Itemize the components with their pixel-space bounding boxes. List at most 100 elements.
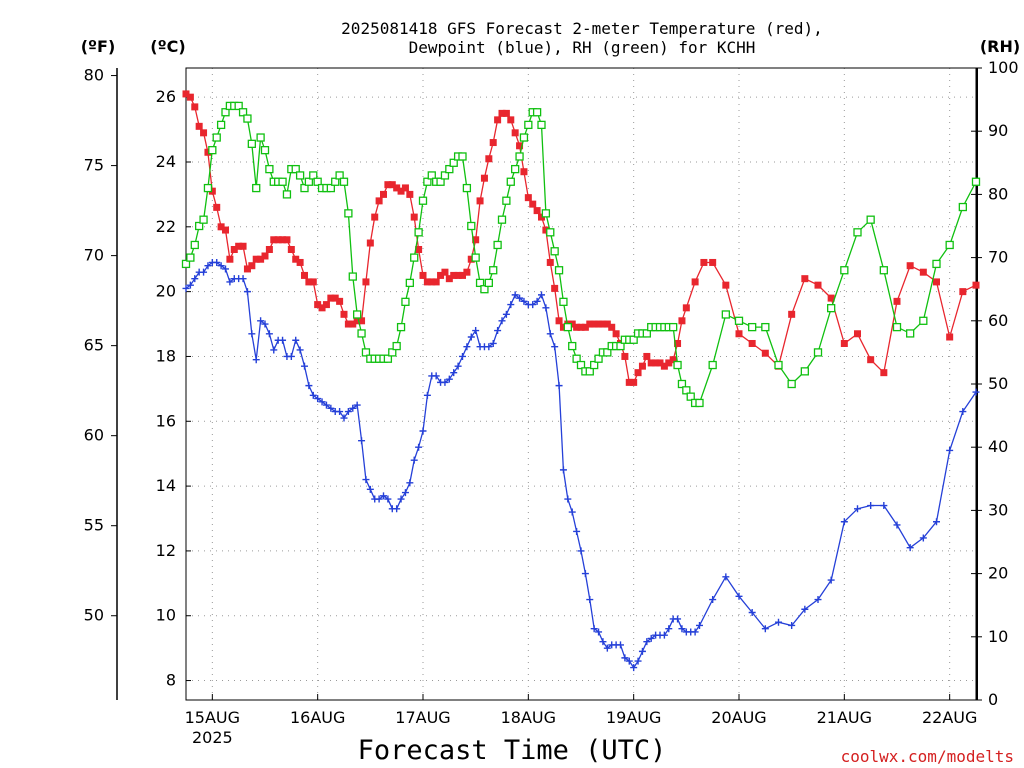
temperature-point <box>959 288 967 296</box>
temperature-point <box>423 278 431 286</box>
dewpoint-point <box>516 294 524 302</box>
rh-point <box>761 322 770 332</box>
dewpoint-point <box>200 268 208 276</box>
temperature-point <box>239 242 247 250</box>
dewpoint-point <box>309 391 317 399</box>
temperature-point <box>283 236 291 244</box>
dewpoint-point <box>322 401 330 409</box>
temperature-point <box>261 252 269 260</box>
dewpoint-point <box>252 356 260 364</box>
rh-point <box>554 266 564 275</box>
series-line-rh <box>185 105 977 404</box>
temperature-point <box>204 148 212 156</box>
unit-label-f: (ºF) <box>81 37 116 56</box>
dewpoint-point <box>933 518 940 526</box>
rh-point <box>475 278 485 288</box>
dewpoint-point <box>678 625 686 633</box>
temperature-point <box>489 139 497 147</box>
temperature-point <box>559 323 567 331</box>
temperature-point <box>445 275 453 283</box>
series-dewpoint <box>182 258 980 672</box>
rh-point <box>519 133 529 142</box>
temperature-point <box>327 294 335 302</box>
temperature-point <box>603 320 611 328</box>
series-line-temperature <box>185 93 977 384</box>
dewpoint-point <box>647 634 655 642</box>
rh-point <box>866 215 875 224</box>
dewpoint-point <box>507 301 515 309</box>
dewpoint-point <box>529 301 537 309</box>
dewpoint-point <box>801 605 809 613</box>
rh-tick-label: 100 <box>988 58 1019 77</box>
celsius-tick-label: 14 <box>156 476 176 495</box>
celsius-tick-label: 24 <box>156 152 176 171</box>
dewpoint-point <box>551 343 559 351</box>
temperature-point <box>919 268 927 276</box>
rh-point <box>919 316 928 325</box>
temperature-point <box>252 255 260 263</box>
temperature-point <box>388 181 396 189</box>
rh-point <box>256 133 265 142</box>
rh-point <box>568 341 577 351</box>
rh-point <box>686 392 695 401</box>
dewpoint-point <box>735 592 743 600</box>
temperature-point <box>371 213 379 221</box>
dewpoint-point <box>533 297 541 305</box>
temperature-point <box>933 278 940 286</box>
rh-point <box>971 177 981 186</box>
temperature-point <box>270 236 278 244</box>
dewpoint-point <box>494 327 502 335</box>
temperature-point <box>476 197 484 205</box>
dewpoint-point <box>336 408 344 416</box>
series-line-dewpoint <box>185 261 977 669</box>
celsius-tick-label: 12 <box>156 541 176 560</box>
temperature-point <box>301 271 308 279</box>
dewpoint-point <box>243 288 251 296</box>
dewpoint-point <box>406 479 414 487</box>
temperature-point <box>230 245 238 253</box>
dewpoint-point <box>625 657 633 665</box>
rh-point <box>199 215 208 224</box>
temperature-point <box>248 262 256 270</box>
rh-point <box>853 228 862 237</box>
temperature-point <box>213 203 221 211</box>
x-tick-label: 22AUG <box>922 708 977 727</box>
rh-point <box>493 240 502 250</box>
x-tick-label: 15AUG <box>185 708 240 727</box>
rh-point <box>348 272 357 281</box>
temperature-point <box>625 378 633 386</box>
temperature-point <box>595 320 603 328</box>
dewpoint-point <box>946 446 954 454</box>
rh-point <box>892 322 902 332</box>
temperature-point <box>459 271 466 279</box>
temperature-point <box>634 369 642 377</box>
dewpoint-point <box>441 378 449 386</box>
temperature-point <box>709 258 717 266</box>
x-tick-sublabel: 2025 <box>192 728 233 747</box>
temperature-point <box>516 142 524 150</box>
temperature-point <box>893 297 901 305</box>
temperature-point <box>358 317 366 325</box>
dewpoint-point <box>344 408 352 416</box>
temperature-point <box>682 304 690 312</box>
temperature-point <box>353 317 361 325</box>
dewpoint-point <box>301 362 308 370</box>
dewpoint-point <box>564 495 572 503</box>
dewpoint-point <box>709 596 717 604</box>
dewpoint-point <box>380 492 387 500</box>
temperature-point <box>647 359 655 367</box>
x-tick-label: 17AUG <box>395 708 450 727</box>
rh-point <box>392 341 401 351</box>
rh-point <box>440 171 450 180</box>
dewpoint-point <box>520 297 528 305</box>
temperature-point <box>590 320 598 328</box>
dewpoint-point <box>748 608 756 616</box>
dewpoint-point <box>261 320 269 328</box>
rh-point <box>594 354 603 363</box>
rh-point <box>497 215 507 224</box>
dewpoint-point <box>665 625 673 633</box>
dewpoint-point <box>393 505 401 513</box>
temperature-point <box>674 339 682 347</box>
temperature-point <box>494 116 502 124</box>
temperature-point <box>691 278 699 286</box>
